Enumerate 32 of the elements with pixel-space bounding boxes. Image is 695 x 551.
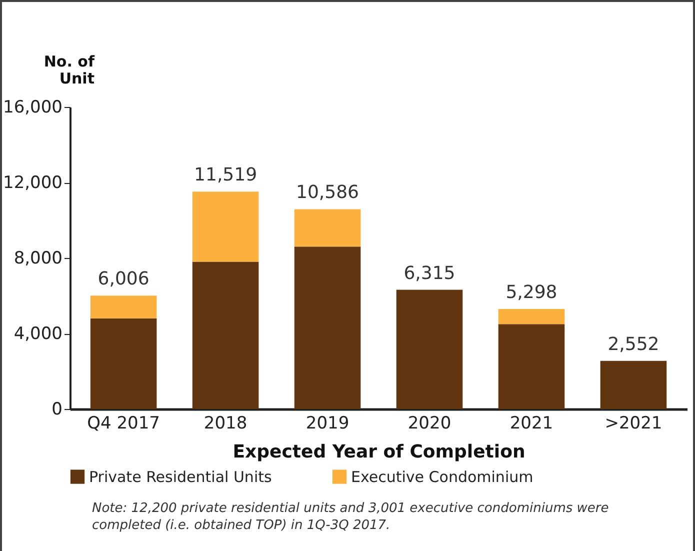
bar — [192, 262, 259, 409]
bar — [294, 209, 361, 247]
bar — [498, 324, 565, 409]
x-tick-label: 2018 — [204, 414, 248, 434]
x-tick-label: >2021 — [604, 414, 662, 434]
y-tick-label: 16,000 — [3, 98, 62, 118]
y-axis-title: No. of Unit — [44, 52, 95, 88]
legend-label: Private Residential Units — [89, 468, 272, 486]
bar — [90, 318, 157, 409]
x-axis-title: Expected Year of Completion — [232, 442, 526, 462]
total-label: 10,586 — [296, 182, 359, 204]
bar — [90, 296, 157, 318]
total-label: 5,298 — [506, 282, 558, 303]
total-label: 2,552 — [608, 334, 660, 355]
text: Note: 12,200 private residential units and 3,001 executive condominiums were completed (i.e. obtained TOP) in 1Q-3Q 2017. — [92, 500, 610, 534]
total-label: 11,519 — [194, 164, 258, 186]
x-tick-label: 2020 — [408, 414, 452, 434]
bar — [192, 192, 259, 262]
y-tick-label: 12,000 — [3, 173, 62, 193]
total-label: 6,006 — [98, 268, 150, 290]
total-label: 6,315 — [404, 262, 456, 284]
y-tick-label: 4,000 — [14, 324, 62, 344]
bar — [294, 246, 361, 409]
legend-label: Executive Condominium — [351, 468, 534, 486]
y-tick-label: 0 — [52, 400, 62, 420]
bar — [600, 360, 667, 409]
y-tick-label: 8,000 — [14, 248, 62, 268]
bar — [498, 309, 565, 324]
x-tick-label: 2021 — [510, 414, 554, 434]
x-tick-label: 2019 — [306, 414, 350, 434]
bar — [396, 290, 463, 409]
x-tick-label: Q4 2017 — [87, 414, 160, 434]
